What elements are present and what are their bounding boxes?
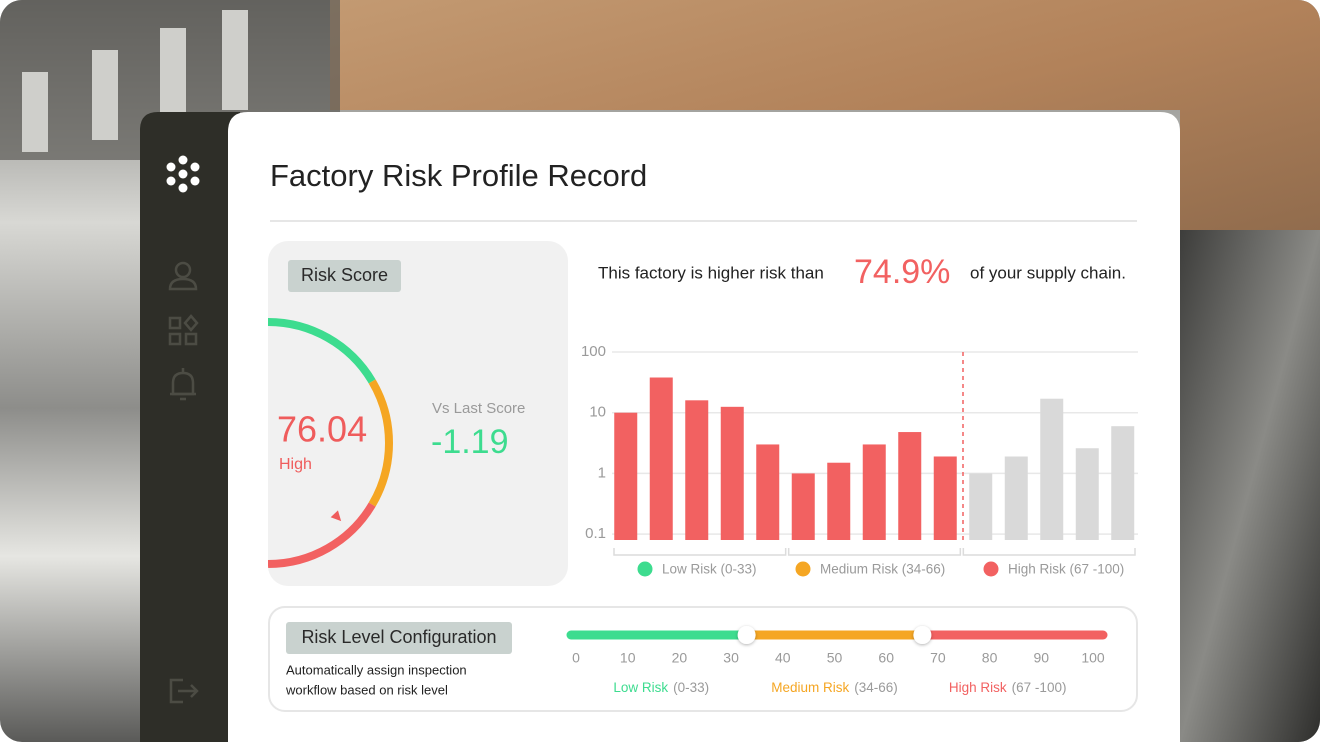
bar [685, 400, 709, 540]
level-label: Medium Risk (34-66) [771, 680, 898, 695]
legend-bracket [962, 548, 1136, 556]
bar [614, 412, 638, 540]
y-tick-label: 1 [598, 464, 606, 481]
score-value: 76.04 [277, 409, 367, 450]
legend-bracket [613, 548, 787, 556]
slider-tick-label: 40 [775, 650, 791, 666]
summary-suffix: of your supply chain. [970, 263, 1126, 282]
slider-tick-label: 80 [982, 650, 998, 666]
legend-label: Low Risk (0-33) [662, 562, 757, 577]
level-name: Low Risk [613, 680, 668, 695]
slider-tick-label: 70 [930, 650, 946, 666]
bar [1075, 448, 1099, 540]
level-name: Medium Risk [771, 680, 849, 695]
slider-handle[interactable] [737, 626, 756, 644]
slider-tick-label: 10 [620, 650, 636, 666]
level-range: (0-33) [673, 680, 709, 695]
gauge-segment [268, 318, 376, 384]
comparison-label: Vs Last Score [432, 400, 525, 417]
bar-chart: 0.1 1 10 100 Low Risk (0-33) Medium Risk (34-… [581, 343, 1138, 577]
slider-handle[interactable] [913, 626, 932, 644]
configuration-description: Automatically assign inspection [286, 662, 467, 677]
y-tick-label: 100 [581, 343, 606, 360]
slider-tick-label: 20 [672, 650, 688, 666]
logout-icon[interactable] [169, 678, 199, 704]
slider-tick-label: 100 [1081, 650, 1105, 666]
bar [1004, 456, 1028, 540]
sidebar [140, 112, 240, 742]
bell-icon[interactable] [170, 368, 196, 401]
bar [862, 444, 886, 540]
score-change: -1.19 [431, 423, 509, 461]
bar [791, 473, 815, 540]
gauge [268, 318, 393, 568]
user-icon[interactable] [168, 261, 198, 291]
score-level: High [279, 456, 312, 473]
bar [756, 444, 780, 540]
risk-score-label: Risk Score [301, 265, 388, 285]
summary-highlight: 74.9% [854, 253, 950, 291]
legend-label: High Risk (67 -100) [1008, 562, 1124, 577]
configuration-title: Risk Level Configuration [301, 627, 496, 647]
level-range: (67 -100) [1012, 680, 1067, 695]
legend-label: Medium Risk (34-66) [820, 562, 945, 577]
legend-bracket [787, 548, 962, 556]
level-range: (34-66) [854, 680, 898, 695]
bar [1040, 398, 1064, 540]
bar [969, 473, 993, 540]
legend-swatch [637, 561, 653, 577]
bar [720, 406, 744, 540]
apps-icon[interactable] [168, 314, 199, 346]
bar [827, 462, 851, 540]
gauge-segment [268, 502, 376, 568]
configuration-description: workflow based on risk level [285, 682, 448, 697]
badge [286, 622, 512, 654]
level-name: High Risk [949, 680, 1007, 695]
bar [1111, 426, 1135, 540]
y-tick-label: 10 [589, 404, 606, 421]
risk-slider: 0 10 20 30 40 50 60 70 80 90 100 Low Risk (0-33) Medi… [566, 626, 1108, 695]
bar [898, 432, 922, 540]
risk-score-card [268, 241, 568, 586]
legend-swatch [795, 561, 811, 577]
bar [933, 456, 957, 540]
slider-tick-label: 30 [723, 650, 739, 666]
badge [288, 260, 401, 292]
slider-tick-label: 50 [827, 650, 843, 666]
slider-tick-label: 60 [878, 650, 894, 666]
legend-swatch [983, 561, 999, 577]
gauge-segment [368, 379, 393, 507]
y-tick-label: 0.1 [585, 525, 606, 542]
logo[interactable] [166, 155, 200, 193]
page-title: Factory Risk Profile Record [270, 158, 647, 193]
summary-prefix: This factory is higher risk than [598, 263, 824, 282]
gauge-pointer [330, 510, 342, 522]
bar [649, 377, 673, 540]
slider-tick-label: 90 [1034, 650, 1050, 666]
level-label: High Risk (67 -100) [949, 680, 1067, 695]
slider-tick-label: 0 [572, 650, 580, 666]
level-label: Low Risk (0-33) [613, 680, 709, 695]
